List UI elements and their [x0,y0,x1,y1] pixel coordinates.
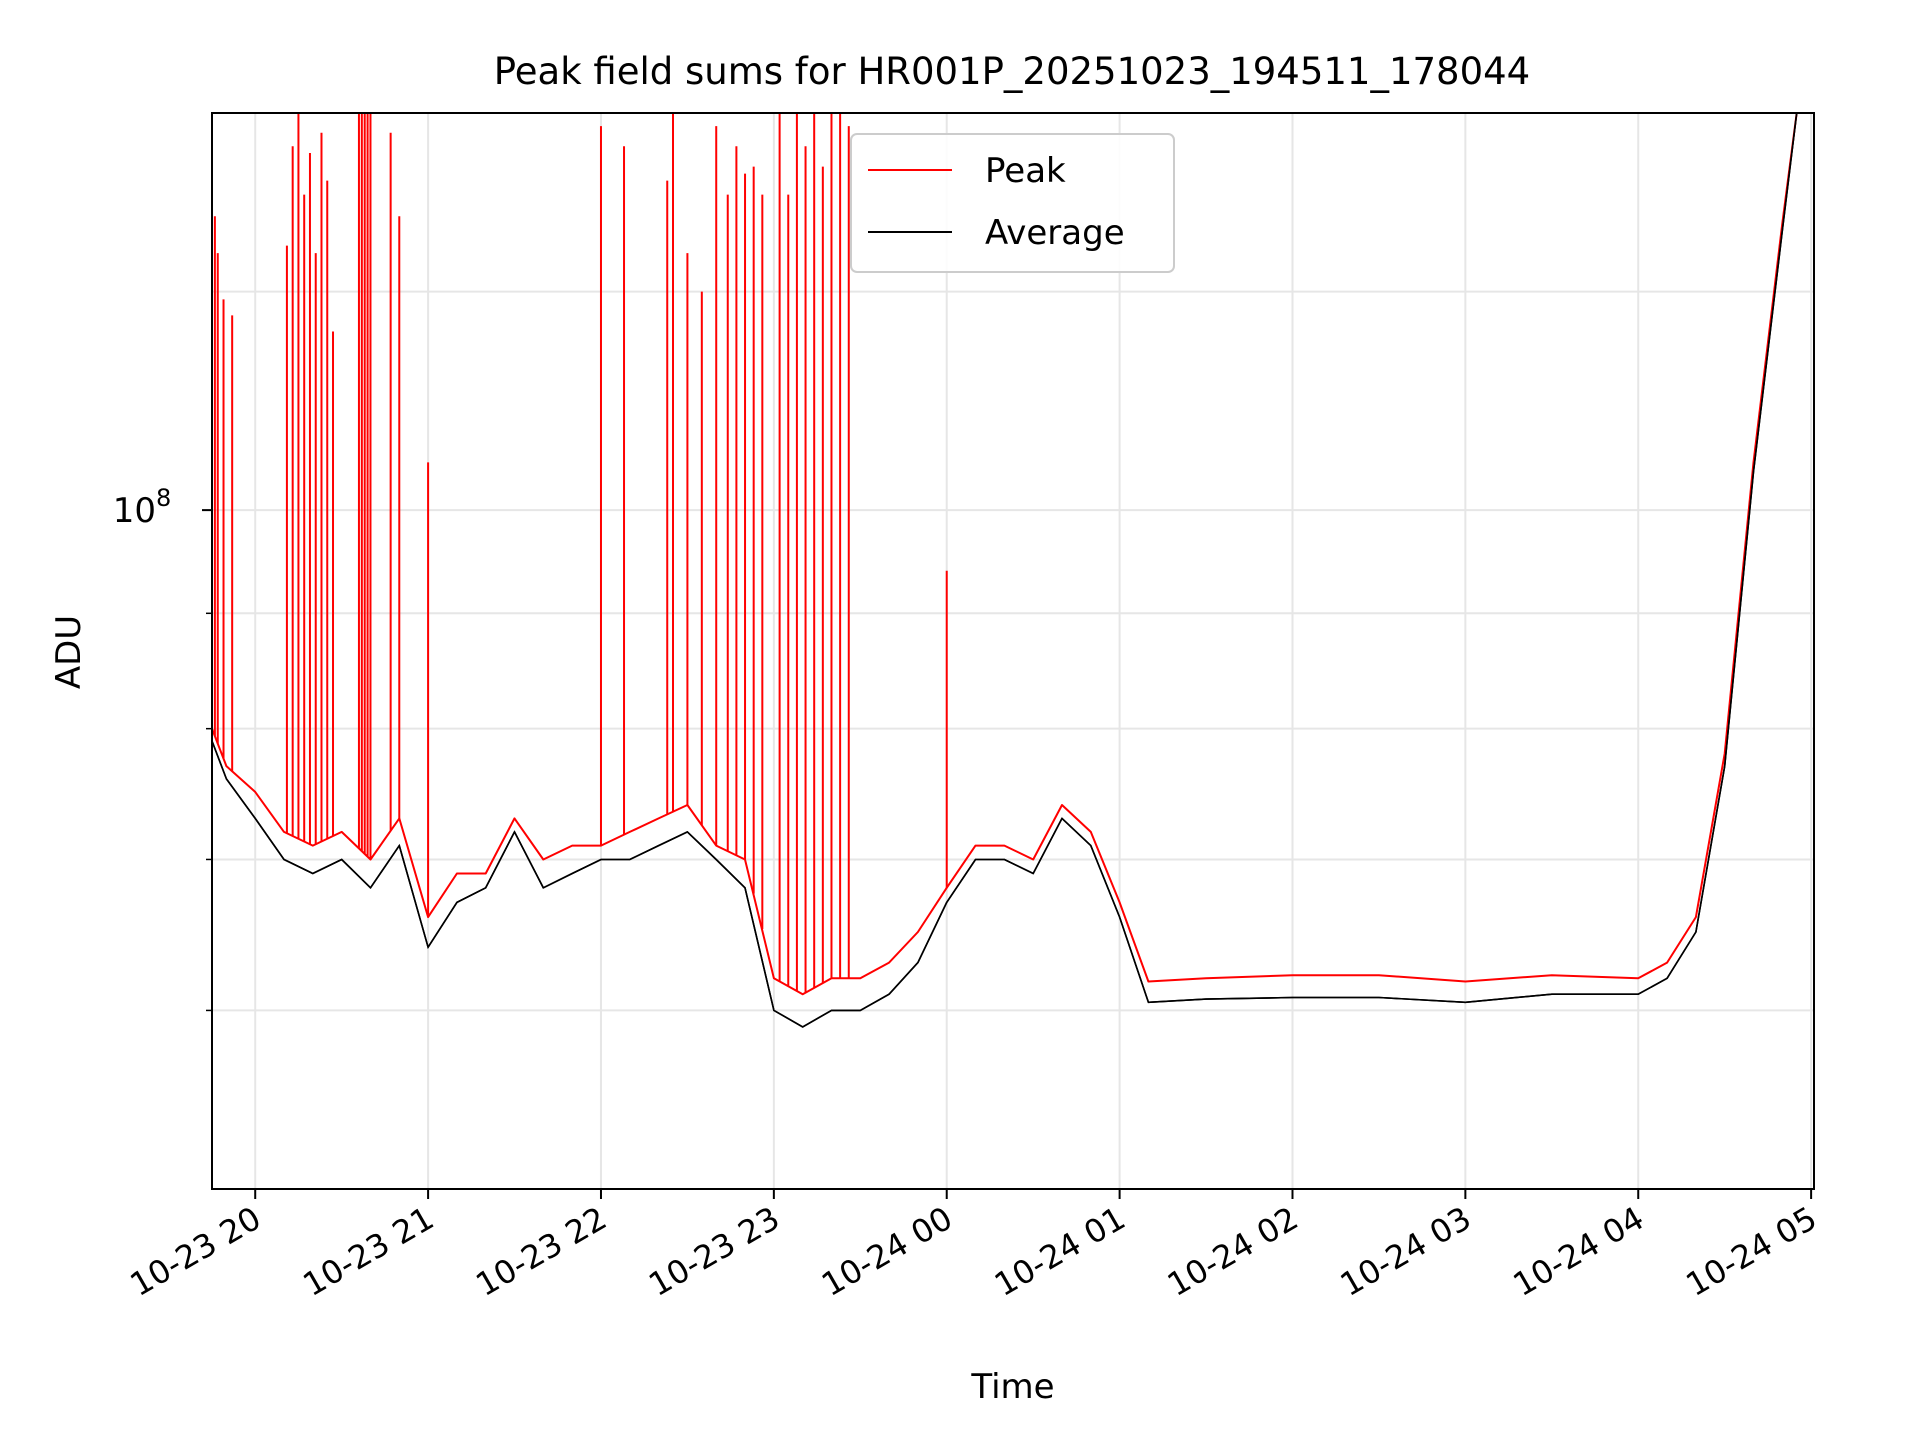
x-axis-label: Time [970,1367,1054,1407]
y-tick-label-base: 10 [113,491,156,531]
legend-box [850,133,1175,273]
legend-average-label: Average [985,213,1125,253]
plot-lines [211,112,1798,1028]
y-tick-label: 108 [113,484,172,531]
y-tick-label-exponent: 8 [156,484,171,512]
plot-frame [211,112,1815,1190]
series-line-peak [211,112,1798,996]
y-axis: 108 [113,484,212,1012]
legend: Peak Average [850,133,1175,273]
legend-peak-label: Peak [985,151,1066,191]
y-axis-label: ADU [49,615,89,689]
series-line-average-overlay [211,112,1798,1028]
chart-title: Peak field sums for HR001P_20251023_1945… [494,50,1530,93]
